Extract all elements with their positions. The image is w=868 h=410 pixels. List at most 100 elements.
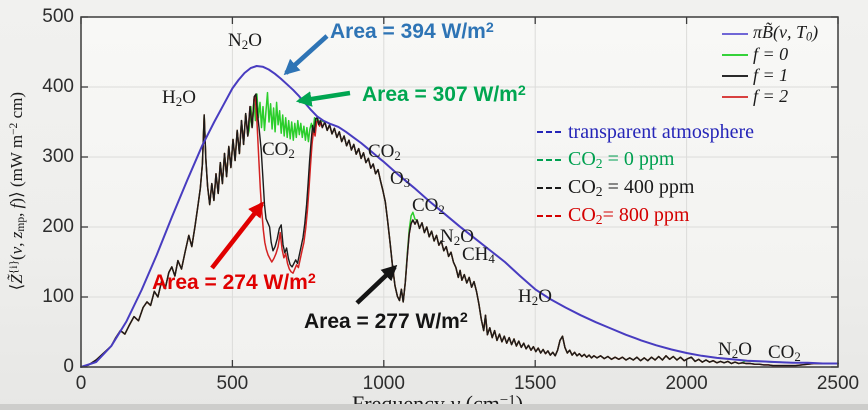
curve-planck [80,65,839,368]
text-part: O [460,226,474,247]
scenario-text-co2-400ppm: CO2 = 400 ppm [568,176,694,200]
molecule-label-h2o-right: H2O [518,286,552,309]
y-axis-label: ⟨Z̃{i}(ν, zmp, f)⟩ (mW m−2 cm) [7,26,27,356]
text-part: 2 [241,36,249,52]
legend-row-f0: f = 0 [722,44,818,65]
text-part: Area = 307 W/m [362,83,518,107]
text-part: N [440,226,454,247]
text-part: 2 [453,232,461,248]
text-part: 3 [403,174,411,190]
text-part: 2 [531,292,539,308]
text-part: CO [568,176,596,199]
text-part: 2 [794,348,801,364]
text-part: f [753,44,759,64]
area-394-label: Area = 394 W/m2 [330,20,494,44]
text-part: −2 [6,122,20,135]
dashed-line-swatch [537,187,561,189]
text-part: O [738,339,752,360]
scenario-text-co2-0ppm: CO2 = 0 ppm [568,148,674,172]
text-part: πB̃(ν, T [753,22,807,43]
co2-scenarios-block: transparent atmosphere CO2 = 0 ppm CO2 = 4… [537,118,754,230]
legend-label-f0: f = 0 [753,44,788,65]
text-part: ) [515,391,524,410]
text-part: 2 [459,310,468,326]
text-part: N [718,339,732,360]
text-part: 2 [485,20,494,36]
text-part: 2 [595,155,603,171]
text-part: H [162,87,176,108]
x-tick-label: 2500 [816,373,860,394]
text-part: 0 [806,29,813,44]
text-part: f [753,86,759,106]
text-part: = 1 [758,65,789,85]
text-part: ν [6,246,26,255]
molecule-label-co2-band-2: CO2 [368,141,401,164]
molecule-label-co2-right: CO2 [768,342,801,365]
text-part: 2 [307,271,316,287]
area-277-label: Area = 277 W/m2 [304,310,468,334]
text-part: 2 [595,211,603,227]
y-tick-label: 300 [42,146,74,167]
legend-label-f1: f = 1 [753,65,788,86]
text-part: = 400 ppm [602,176,695,199]
text-part: Z̃ [6,274,26,284]
text-part: 2 [288,145,295,161]
molecule-label-h2o-left: H2O [162,87,196,110]
legend-label-planck: πB̃(ν, T0) [753,22,818,45]
text-part: CO [568,148,596,171]
molecule-label-n2o-top: N2O [228,30,262,53]
text-part: CO [412,195,439,216]
scenario-row-co2-0ppm: CO2 = 0 ppm [537,146,754,174]
area-274-label: Area = 274 W/m2 [152,271,316,295]
x-tick-label: 500 [216,373,249,394]
scenario-text-co2-800ppm: CO2= 800 ppm [568,204,689,228]
text-part: , [6,208,26,217]
text-part: ν [450,391,461,410]
y-tick-label: 500 [42,6,74,27]
dashed-line-swatch [537,215,561,217]
text-part: ⟨ [6,283,26,291]
molecule-label-ch4-band: CH4 [462,244,495,267]
molecule-label-n2o-mid: N2O [440,226,474,249]
plot-area-background [81,17,838,367]
molecule-label-co2-band-1: CO2 [262,139,295,162]
dashed-line-swatch [537,159,561,161]
y-tick-label: 0 [63,356,74,377]
x-tick-label: 1000 [362,373,405,394]
text-part: H [518,286,532,307]
text-part: f [753,65,759,85]
text-part: O [538,286,552,307]
text-part: = 0 [758,44,789,64]
text-part: Area = 277 W/m [304,310,460,334]
text-part: O [248,30,262,51]
text-part: {i} [6,259,20,275]
molecule-label-co2-band-3: CO2 [412,195,445,218]
bottom-edge-strip [0,404,868,410]
text-part: 2 [595,183,603,199]
area-307-label: Area = 307 W/m2 [362,83,526,107]
molecule-label-n2o-right: N2O [718,339,752,362]
text-part: N [228,30,242,51]
scenario-text-transparent-atmosphere: transparent atmosphere [568,121,754,144]
legend-swatch-planck [722,32,748,35]
y-tick-label: 200 [42,216,74,237]
text-part: CO [568,204,596,227]
text-part: )⟩ (mW m [6,134,26,204]
x-tick-label: 2000 [665,373,708,394]
text-part: f [6,203,26,209]
scenario-row-co2-800ppm: CO2= 800 ppm [537,202,754,230]
curve-f1 [80,93,839,368]
text-part: , [6,238,26,247]
y-tick-label: 100 [42,286,74,307]
text-part: cm) [6,91,26,123]
plot-border [80,16,839,368]
area-307-arrow [295,90,351,107]
text-part: CH [462,244,489,265]
legend-row-planck: πB̃(ν, T0) [722,22,818,45]
text-part: 2 [517,83,526,99]
area-274-arrow [210,201,264,270]
legend-swatch-f2 [722,95,748,98]
